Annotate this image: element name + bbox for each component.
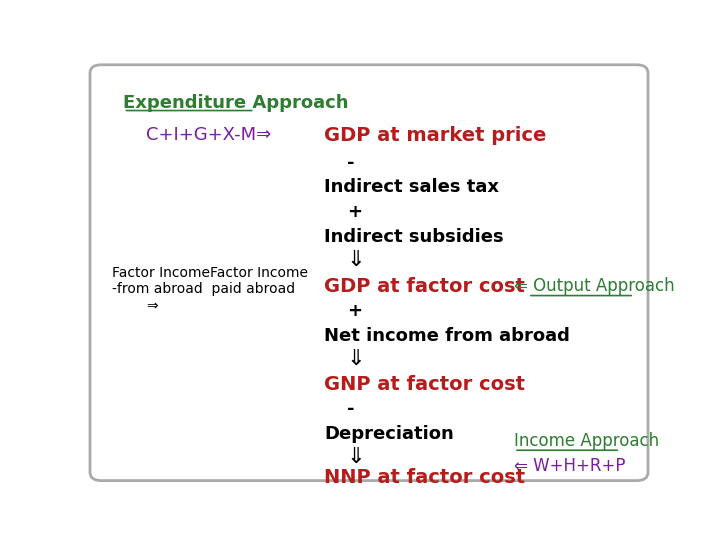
Text: GNP at factor cost: GNP at factor cost bbox=[324, 375, 526, 394]
Text: Indirect sales tax: Indirect sales tax bbox=[324, 178, 500, 197]
Text: GDP at market price: GDP at market price bbox=[324, 126, 546, 145]
Text: -: - bbox=[347, 153, 354, 172]
Text: ⇓: ⇓ bbox=[347, 250, 365, 270]
Text: C+I+G+X-M⇒: C+I+G+X-M⇒ bbox=[145, 126, 271, 145]
Text: ⇐ W+H+R+P: ⇐ W+H+R+P bbox=[514, 457, 626, 475]
Text: NNP at factor cost: NNP at factor cost bbox=[324, 468, 526, 487]
Text: ⇐ Output Approach: ⇐ Output Approach bbox=[514, 277, 675, 295]
Text: Factor IncomeFactor Income
-from abroad  paid abroad
        ⇒: Factor IncomeFactor Income -from abroad … bbox=[112, 266, 308, 313]
Text: ⇓: ⇓ bbox=[347, 447, 365, 467]
Text: -: - bbox=[347, 400, 354, 418]
Text: GDP at factor cost: GDP at factor cost bbox=[324, 276, 525, 295]
Text: Expenditure Approach: Expenditure Approach bbox=[124, 94, 349, 112]
Text: +: + bbox=[347, 302, 361, 320]
Text: +: + bbox=[347, 204, 361, 221]
Text: ⇓: ⇓ bbox=[347, 349, 365, 369]
FancyBboxPatch shape bbox=[90, 65, 648, 481]
Text: Depreciation: Depreciation bbox=[324, 425, 454, 443]
Text: Net income from abroad: Net income from abroad bbox=[324, 327, 570, 345]
Text: Income Approach: Income Approach bbox=[514, 432, 660, 450]
Text: Indirect subsidies: Indirect subsidies bbox=[324, 228, 504, 246]
